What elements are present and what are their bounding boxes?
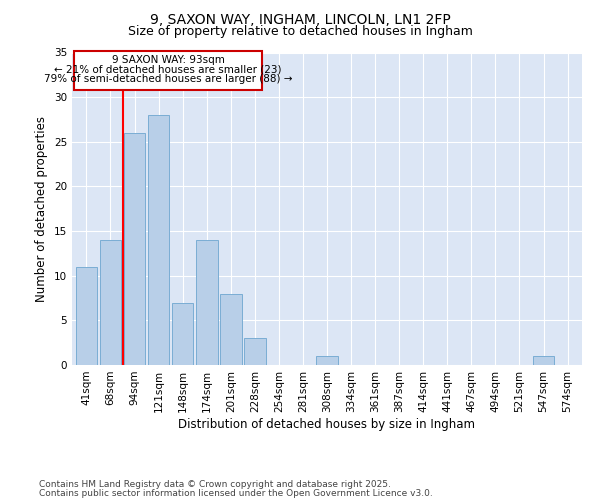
Bar [316,356,338,365]
Bar [76,267,97,365]
Bar [100,240,121,365]
Text: Contains HM Land Registry data © Crown copyright and database right 2025.: Contains HM Land Registry data © Crown c… [39,480,391,489]
Text: Size of property relative to detached houses in Ingham: Size of property relative to detached ho… [128,25,472,38]
Text: 79% of semi-detached houses are larger (88) →: 79% of semi-detached houses are larger (… [44,74,292,84]
Y-axis label: Number of detached properties: Number of detached properties [35,116,49,302]
Bar [196,240,218,365]
Bar [533,356,554,365]
Bar [124,133,145,365]
Text: Contains public sector information licensed under the Open Government Licence v3: Contains public sector information licen… [39,488,433,498]
Bar [172,302,193,365]
Bar [244,338,266,365]
Text: 9, SAXON WAY, INGHAM, LINCOLN, LN1 2FP: 9, SAXON WAY, INGHAM, LINCOLN, LN1 2FP [149,12,451,26]
FancyBboxPatch shape [74,50,262,90]
Text: ← 21% of detached houses are smaller (23): ← 21% of detached houses are smaller (23… [55,64,282,74]
Text: 9 SAXON WAY: 93sqm: 9 SAXON WAY: 93sqm [112,55,224,65]
Bar [220,294,242,365]
Bar [148,115,169,365]
X-axis label: Distribution of detached houses by size in Ingham: Distribution of detached houses by size … [179,418,476,430]
